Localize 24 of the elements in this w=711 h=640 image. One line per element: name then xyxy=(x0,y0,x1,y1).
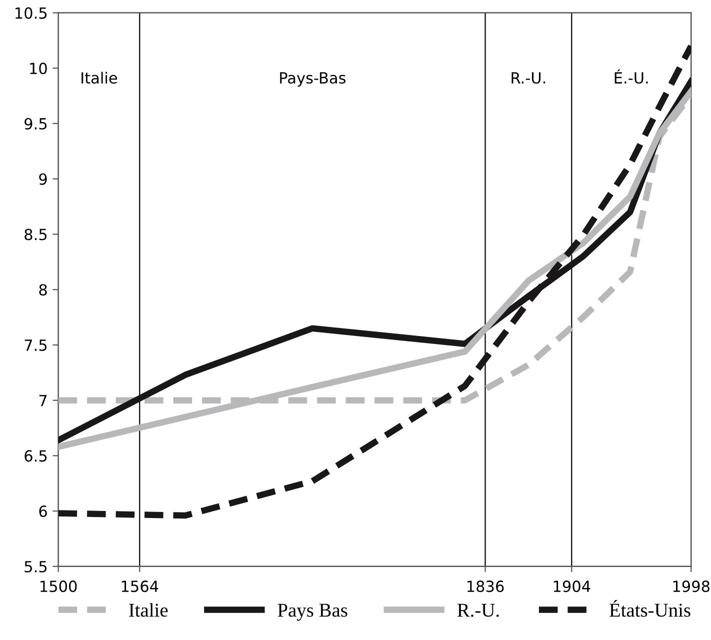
annotation: Pays-Bas xyxy=(280,72,346,87)
y-tick-label: 6 xyxy=(39,506,47,518)
y-tick-label: 9.5 xyxy=(24,118,47,130)
y-tick-label: 7.5 xyxy=(24,340,47,351)
y-tick-label: 8.5 xyxy=(24,228,47,240)
annotation: É.-U. xyxy=(614,69,648,84)
legend-label: Pays Bas xyxy=(278,604,348,621)
annotation: R.-U. xyxy=(512,72,546,84)
y-tick-label: 6.5 xyxy=(24,450,47,462)
y-tick-label: 5.5 xyxy=(24,561,47,572)
x-tick-label: 1836 xyxy=(467,580,504,592)
y-tick-label: 10.5 xyxy=(16,7,47,19)
y-tick-label: 10 xyxy=(30,62,47,74)
legend-label: R.-U. xyxy=(457,604,499,617)
legend-label: États-Unis xyxy=(610,600,690,617)
legend-label: Italie xyxy=(129,603,168,617)
y-tick-label: 9 xyxy=(39,173,47,185)
annotation: Italie xyxy=(82,72,118,84)
y-tick-label: 8 xyxy=(39,284,47,296)
x-tick-label: 1500 xyxy=(40,580,77,592)
y-tick-label: 7 xyxy=(39,394,47,406)
x-tick-label: 1564 xyxy=(122,580,158,592)
x-tick-label: 1998 xyxy=(673,580,710,592)
x-tick-label: 1904 xyxy=(554,580,590,592)
